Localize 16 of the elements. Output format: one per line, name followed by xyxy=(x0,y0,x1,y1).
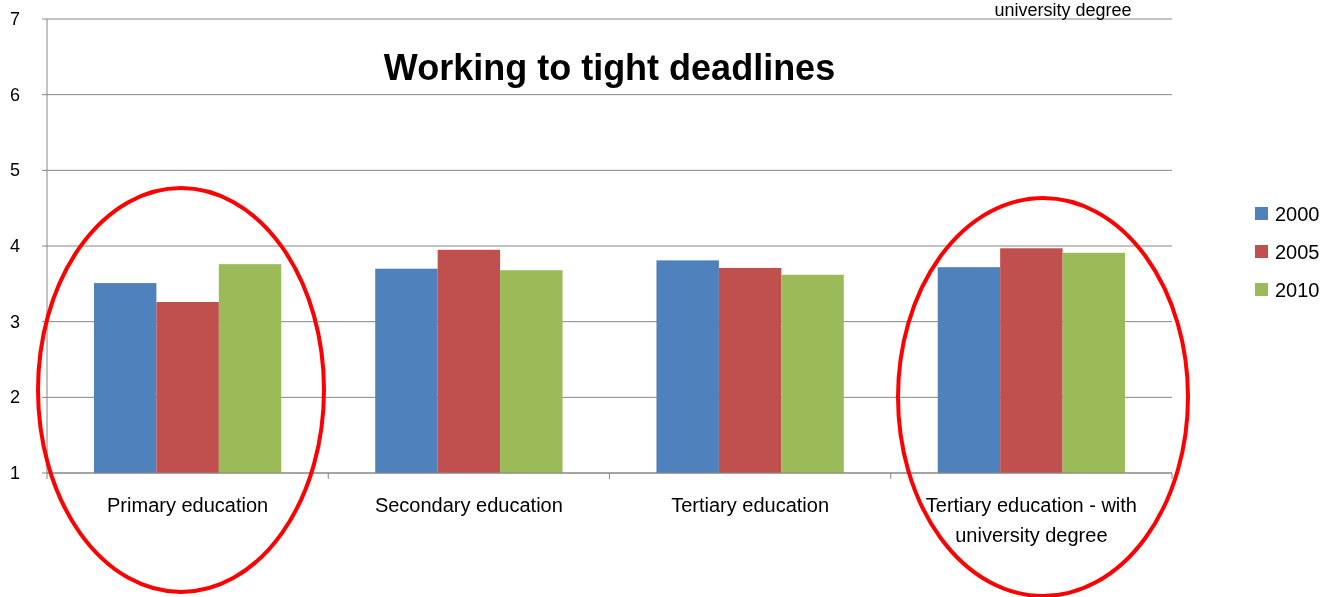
legend-label: 2000 xyxy=(1275,203,1320,225)
x-tick-label: Primary education xyxy=(107,494,269,516)
x-tick-label: Tertiary education - with university degree xyxy=(925,494,1137,546)
x-tick-label: Secondary education xyxy=(374,494,563,516)
y-tick-label: 2 xyxy=(9,387,20,408)
legend-label: 2005 xyxy=(1275,241,1320,263)
x-tick-label: Tertiary education xyxy=(671,494,830,516)
annotation: university degree xyxy=(994,0,1132,20)
legend-label: 2010 xyxy=(1275,279,1320,301)
y-tick-label: 7 xyxy=(9,9,20,29)
y-tick-label: 3 xyxy=(9,311,20,332)
y-tick-label: 6 xyxy=(9,84,20,105)
y-tick-label: 4 xyxy=(9,236,20,256)
y-tick-label: 5 xyxy=(9,160,20,181)
y-tick-label: 1 xyxy=(9,463,20,483)
text: Working to tight deadlines xyxy=(383,46,836,88)
